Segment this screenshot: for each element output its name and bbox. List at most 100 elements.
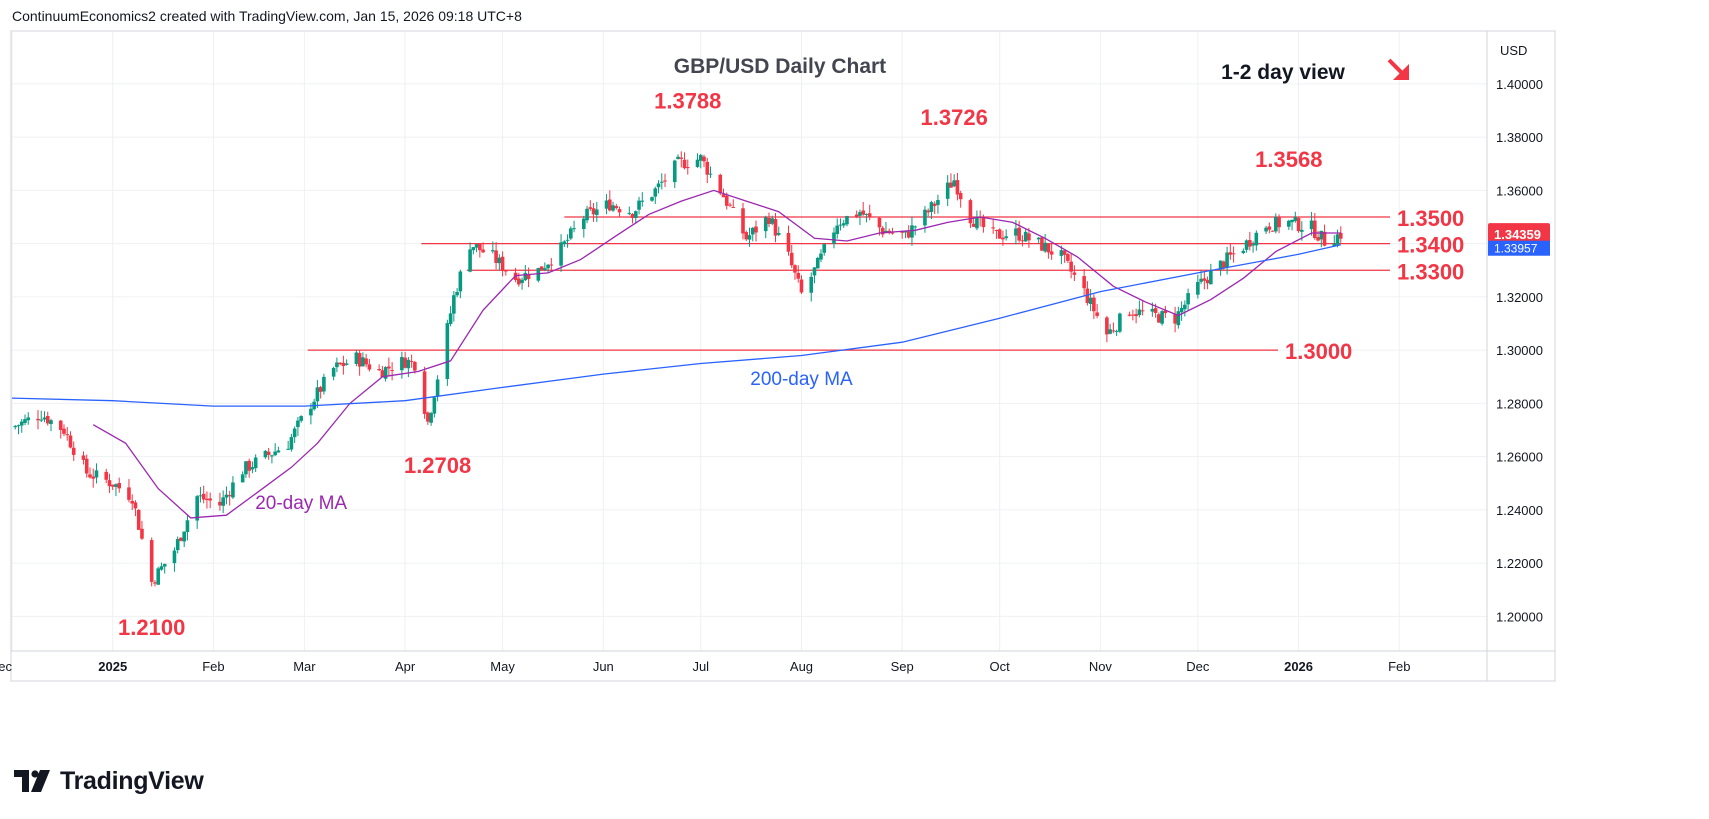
- candle-body: [763, 217, 768, 232]
- candle-body: [1160, 311, 1164, 324]
- candle-body: [1179, 307, 1184, 313]
- candle-body: [504, 270, 508, 272]
- candle-body: [663, 180, 667, 182]
- candle-body: [835, 225, 840, 234]
- candle-body: [913, 226, 917, 228]
- candle-body: [1023, 231, 1028, 242]
- candle-body: [1319, 230, 1324, 240]
- candle-body: [380, 370, 385, 378]
- candle-body: [227, 495, 232, 497]
- level-label: 1.3000: [1285, 339, 1352, 364]
- low-annotation: 1.2100: [118, 615, 185, 640]
- candle-body: [949, 182, 953, 188]
- candle-body: [559, 242, 563, 266]
- candle-body: [1186, 293, 1190, 305]
- candle-body: [426, 412, 430, 422]
- candle-body: [1004, 236, 1008, 239]
- candle-body: [1277, 217, 1281, 228]
- candle-body: [471, 247, 476, 251]
- candle-body: [750, 227, 755, 235]
- x-tick-label: 2025: [98, 659, 127, 674]
- candle-body: [201, 493, 206, 500]
- candle-body: [1218, 260, 1223, 270]
- candle-body: [1338, 232, 1343, 239]
- candle-body: [653, 188, 658, 197]
- candle-body: [617, 209, 622, 213]
- candle-body: [1163, 310, 1168, 314]
- x-tick-label: Oct: [990, 659, 1011, 674]
- x-tick-label: Jun: [593, 659, 614, 674]
- candle-body: [114, 484, 118, 487]
- candle-body: [858, 212, 862, 216]
- candle-body: [1173, 314, 1177, 324]
- candle-body: [117, 483, 122, 489]
- candle-body: [71, 447, 76, 455]
- tradingview-logo-icon: [14, 770, 50, 792]
- candle-body: [23, 419, 27, 423]
- candle-body: [1196, 281, 1200, 295]
- candle-body: [1296, 217, 1301, 232]
- candle-body: [224, 494, 229, 498]
- x-tick-label: Nov: [1089, 659, 1113, 674]
- candle-body: [864, 213, 869, 215]
- candle-body: [676, 156, 680, 160]
- candle-body: [1027, 233, 1031, 241]
- candle-body: [422, 371, 427, 414]
- high-annotation: 1.3568: [1255, 147, 1322, 172]
- y-tick-label: 1.22000: [1496, 556, 1543, 571]
- candle-body: [604, 200, 609, 209]
- candle-body: [936, 200, 940, 205]
- candle-body: [1205, 279, 1210, 284]
- candle-body: [1309, 220, 1314, 230]
- candle-body: [1059, 250, 1064, 256]
- candle-body: [845, 216, 849, 225]
- ma-price-badge-bg: [1488, 240, 1550, 256]
- candle-body: [1231, 253, 1236, 255]
- candle-body: [104, 471, 109, 480]
- candle-body: [975, 216, 979, 229]
- candle-body: [162, 563, 167, 567]
- candle-body: [263, 450, 268, 458]
- x-tick-label: ec: [0, 659, 12, 674]
- currency-label: USD: [1500, 43, 1527, 58]
- candle-body: [1043, 242, 1047, 252]
- chart-frame: [10, 30, 1556, 682]
- candle-body: [361, 357, 365, 367]
- candle-body: [218, 501, 222, 506]
- candle-body: [786, 233, 791, 252]
- candle-body: [702, 156, 706, 162]
- high-annotation: 1.3726: [921, 105, 988, 130]
- candle-body: [1114, 330, 1119, 332]
- candle-body: [754, 226, 758, 233]
- candle-body: [526, 274, 531, 280]
- candle-body: [253, 457, 258, 469]
- candle-body: [539, 266, 544, 271]
- candle-body: [497, 257, 502, 264]
- moving-averages: [11, 189, 1341, 519]
- candle-body: [793, 265, 797, 273]
- candle-body: [672, 160, 677, 183]
- ma-label: 20-day MA: [255, 493, 347, 514]
- candle-body: [906, 231, 911, 238]
- candle-body: [62, 428, 66, 434]
- candle-body: [413, 361, 417, 371]
- candle-body: [1228, 252, 1233, 255]
- candle-body: [1020, 240, 1025, 242]
- candle-body: [627, 212, 632, 214]
- candle-body: [140, 528, 144, 539]
- candle-body: [952, 180, 956, 187]
- candle-body: [458, 271, 463, 292]
- candle-body: [185, 520, 190, 532]
- candle-body: [81, 455, 86, 460]
- high-annotation: 1.3788: [654, 88, 721, 113]
- candle-body: [452, 295, 456, 314]
- candle-body: [45, 415, 50, 424]
- candle-body: [299, 416, 303, 421]
- tradingview-logo[interactable]: TradingView: [14, 766, 204, 796]
- candle-body: [630, 213, 635, 218]
- level-label: 1.3400: [1397, 233, 1464, 258]
- candle-body: [1322, 231, 1327, 246]
- candle-body: [1225, 252, 1229, 268]
- candle-body: [588, 207, 593, 209]
